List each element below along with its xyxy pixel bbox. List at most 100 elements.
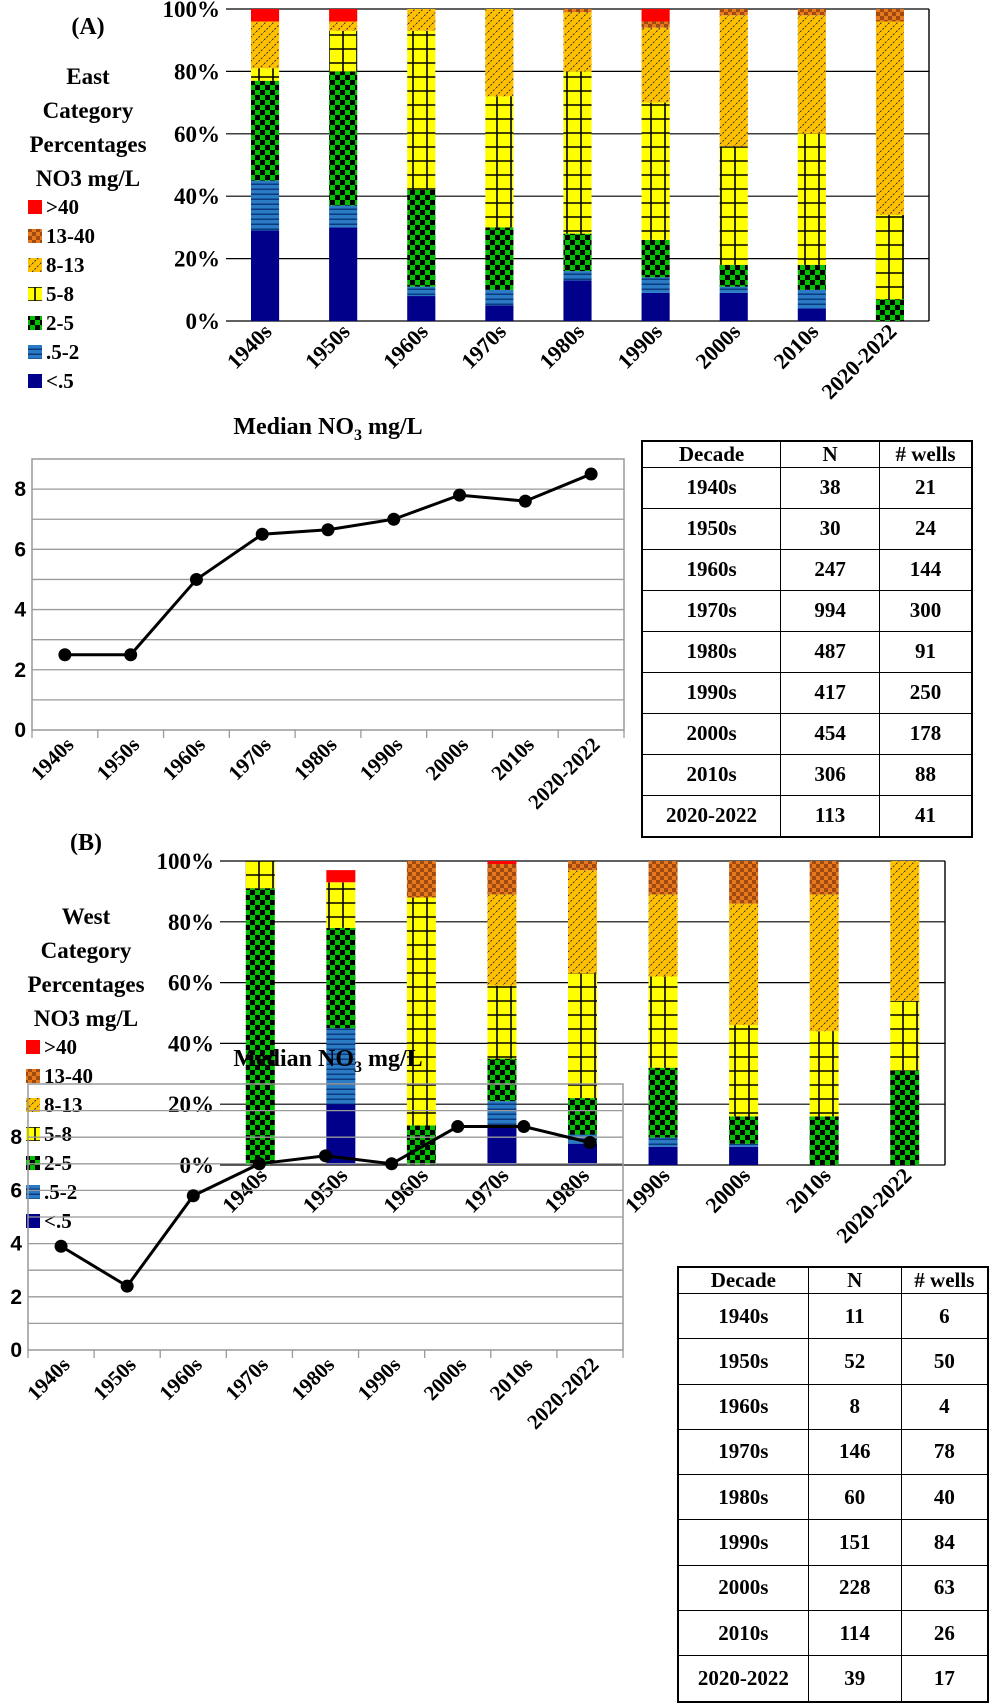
legend-label: .5-2 <box>44 1180 77 1204</box>
bar-segment-<.5 <box>797 308 826 321</box>
table-row: 1960s 8 4 <box>677 1383 989 1430</box>
bar-segment-13-40 <box>648 861 678 895</box>
bar-segment-5-8 <box>648 976 678 1068</box>
cell-wells: 300 <box>879 589 973 632</box>
bar-segment-<.5 <box>407 296 436 321</box>
cell-n: 30 <box>780 507 881 550</box>
legend-swatch <box>28 200 42 214</box>
cell-n: 52 <box>807 1338 902 1385</box>
legend-label: 5-8 <box>46 282 74 306</box>
bar-segment-13-40 <box>563 9 592 13</box>
x-tick-label: 2010s <box>485 1353 537 1405</box>
bar-segment-2-5 <box>329 71 358 206</box>
cell-decade: 1940s <box>641 467 782 509</box>
bar-segment-2-5 <box>648 1067 678 1138</box>
legend-label: 13-40 <box>46 224 95 248</box>
cell-decade: 1970s <box>641 589 782 632</box>
bar-segment->40 <box>487 861 517 865</box>
legend-label: 8-13 <box>44 1093 83 1117</box>
x-tick-label: 2000s <box>690 319 745 374</box>
cell-wells: 84 <box>900 1519 989 1566</box>
bar-segment-<.5 <box>329 227 358 321</box>
table-row: 2010s 306 88 <box>641 753 973 796</box>
x-tick-label: 1970s <box>223 733 275 785</box>
data-point <box>517 1120 531 1134</box>
cell-decade: 1980s <box>677 1474 809 1521</box>
bar-segment-.5-2 <box>648 1137 678 1147</box>
west-median-line-chart <box>27 1083 624 1358</box>
legend-swatch <box>26 1069 40 1083</box>
x-tick-label: 2000s <box>421 733 473 785</box>
table-row: 1940s 38 21 <box>641 467 973 509</box>
cell-n: 306 <box>780 753 881 796</box>
x-tick-label: 1980s <box>287 1353 339 1405</box>
legend-title: Percentages <box>29 132 146 157</box>
legend-title: West <box>62 904 111 929</box>
data-point <box>321 523 335 537</box>
cell-wells: 21 <box>879 467 973 509</box>
table-row: 1970s 994 300 <box>641 589 973 632</box>
header-decade: Decade <box>641 440 782 468</box>
bar-segment-13-40 <box>641 21 670 28</box>
legend-label: 5-8 <box>44 1122 72 1146</box>
bar-segment->40 <box>641 9 670 22</box>
data-point <box>319 1149 332 1163</box>
table-header-row: Decade N # wells <box>641 440 973 468</box>
legend-swatch <box>28 258 42 272</box>
cell-n: 994 <box>780 589 881 632</box>
cell-decade: 1960s <box>641 548 782 591</box>
x-tick-label: 1970s <box>456 319 511 374</box>
bar-segment-5-8 <box>406 897 436 1126</box>
cell-decade: 1950s <box>641 507 782 550</box>
x-tick-label: 2010s <box>769 319 824 374</box>
y-tick-label: 0 <box>10 1339 22 1362</box>
table-row: 1990s 151 84 <box>677 1519 989 1566</box>
bar-segment-13-40 <box>719 9 748 16</box>
legend-title: Percentages <box>27 972 144 997</box>
cell-wells: 178 <box>879 712 973 755</box>
cell-decade: 1980s <box>641 630 782 673</box>
cell-decade: 2010s <box>677 1609 809 1657</box>
data-point <box>189 572 203 586</box>
cell-n: 60 <box>807 1474 902 1521</box>
bar-segment-2-5 <box>250 80 280 181</box>
bar-segment-<.5 <box>641 292 670 321</box>
data-point <box>186 1189 200 1203</box>
bar-segment-13-40 <box>487 864 517 895</box>
cell-n: 113 <box>780 794 881 838</box>
x-tick-label: 1960s <box>154 1353 206 1405</box>
y-tick-label: 80% <box>174 59 220 84</box>
bar-segment-.5-2 <box>797 289 826 309</box>
data-point <box>451 1120 465 1134</box>
bar-segment->40 <box>250 9 280 22</box>
table-row: 2010s 114 26 <box>677 1609 989 1657</box>
data-point <box>120 1279 134 1293</box>
bar-segment-2-5 <box>406 1125 436 1165</box>
bar-segment-8-13 <box>641 27 670 103</box>
bar-segment-13-40 <box>809 861 839 895</box>
cell-n: 228 <box>807 1564 902 1611</box>
x-tick-label: 2020-2022 <box>816 319 901 404</box>
cell-n: 146 <box>807 1428 902 1476</box>
cell-n: 8 <box>807 1383 902 1430</box>
bar-segment-8-13 <box>729 903 759 1026</box>
data-point <box>584 467 598 481</box>
x-tick-label: 2010s <box>781 1163 836 1218</box>
cell-wells: 91 <box>879 630 973 673</box>
bar-segment-.5-2 <box>326 1028 356 1105</box>
bar-segment-2-5 <box>487 1058 517 1102</box>
legend-swatch <box>26 1185 40 1199</box>
bar-segment-2-5 <box>407 189 436 287</box>
bar-segment-2-5 <box>797 264 826 290</box>
bar-segment-.5-2 <box>487 1101 517 1126</box>
panel-label: (A) <box>71 14 104 40</box>
x-tick-label: 2010s <box>486 733 538 785</box>
y-tick-label: 60% <box>168 971 214 996</box>
legend-title: NO3 mg/L <box>36 166 140 191</box>
panel-label: (B) <box>70 830 102 856</box>
table-row: 1980s 487 91 <box>641 630 973 673</box>
bar-segment-13-40 <box>729 861 759 904</box>
data-point <box>583 1136 597 1150</box>
bar-segment-<.5 <box>487 1125 517 1165</box>
legend-label: 2-5 <box>44 1151 72 1175</box>
